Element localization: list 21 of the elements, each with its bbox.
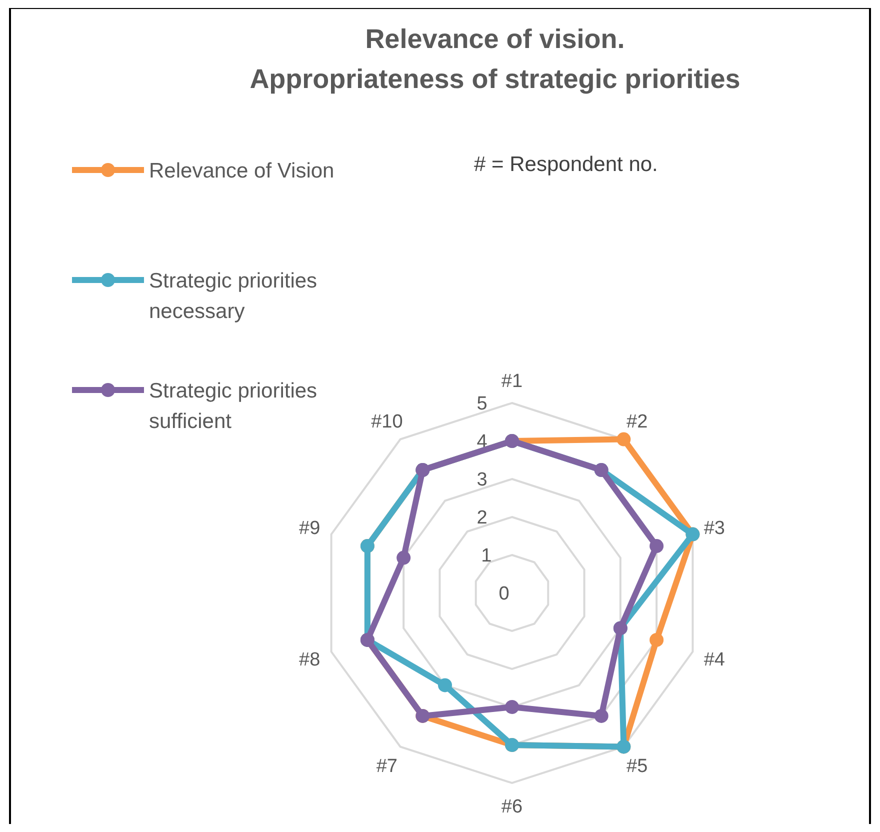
spoke-label: #2 — [626, 411, 648, 432]
chart-title: Relevance of vision. Appropriateness of strategic priorities — [250, 24, 740, 94]
legend-label: Relevance of Vision — [149, 159, 334, 182]
spoke-label: #4 — [704, 649, 726, 670]
legend-label: Strategic priorities sufficient — [149, 379, 318, 433]
y-tick-label: 1 — [481, 546, 492, 567]
y-tick-label: 2 — [476, 508, 488, 529]
spoke-label: #7 — [376, 756, 398, 777]
y-tick-label: 5 — [476, 394, 488, 415]
legend-label: Strategic priorities necessary — [149, 269, 318, 323]
y-tick-label: 3 — [476, 470, 488, 491]
spoke-label: #8 — [299, 649, 320, 670]
spoke-label: #10 — [371, 411, 403, 432]
spoke-label: #6 — [501, 796, 523, 818]
text: # = Respondent no. — [474, 153, 658, 176]
y-tick-label: 0 — [498, 584, 510, 605]
spoke-label: #5 — [626, 756, 648, 777]
y-tick-label: 4 — [476, 432, 488, 453]
spoke-label: #3 — [704, 518, 725, 539]
spoke-label: #9 — [299, 518, 320, 539]
spoke-label: #1 — [501, 370, 523, 392]
